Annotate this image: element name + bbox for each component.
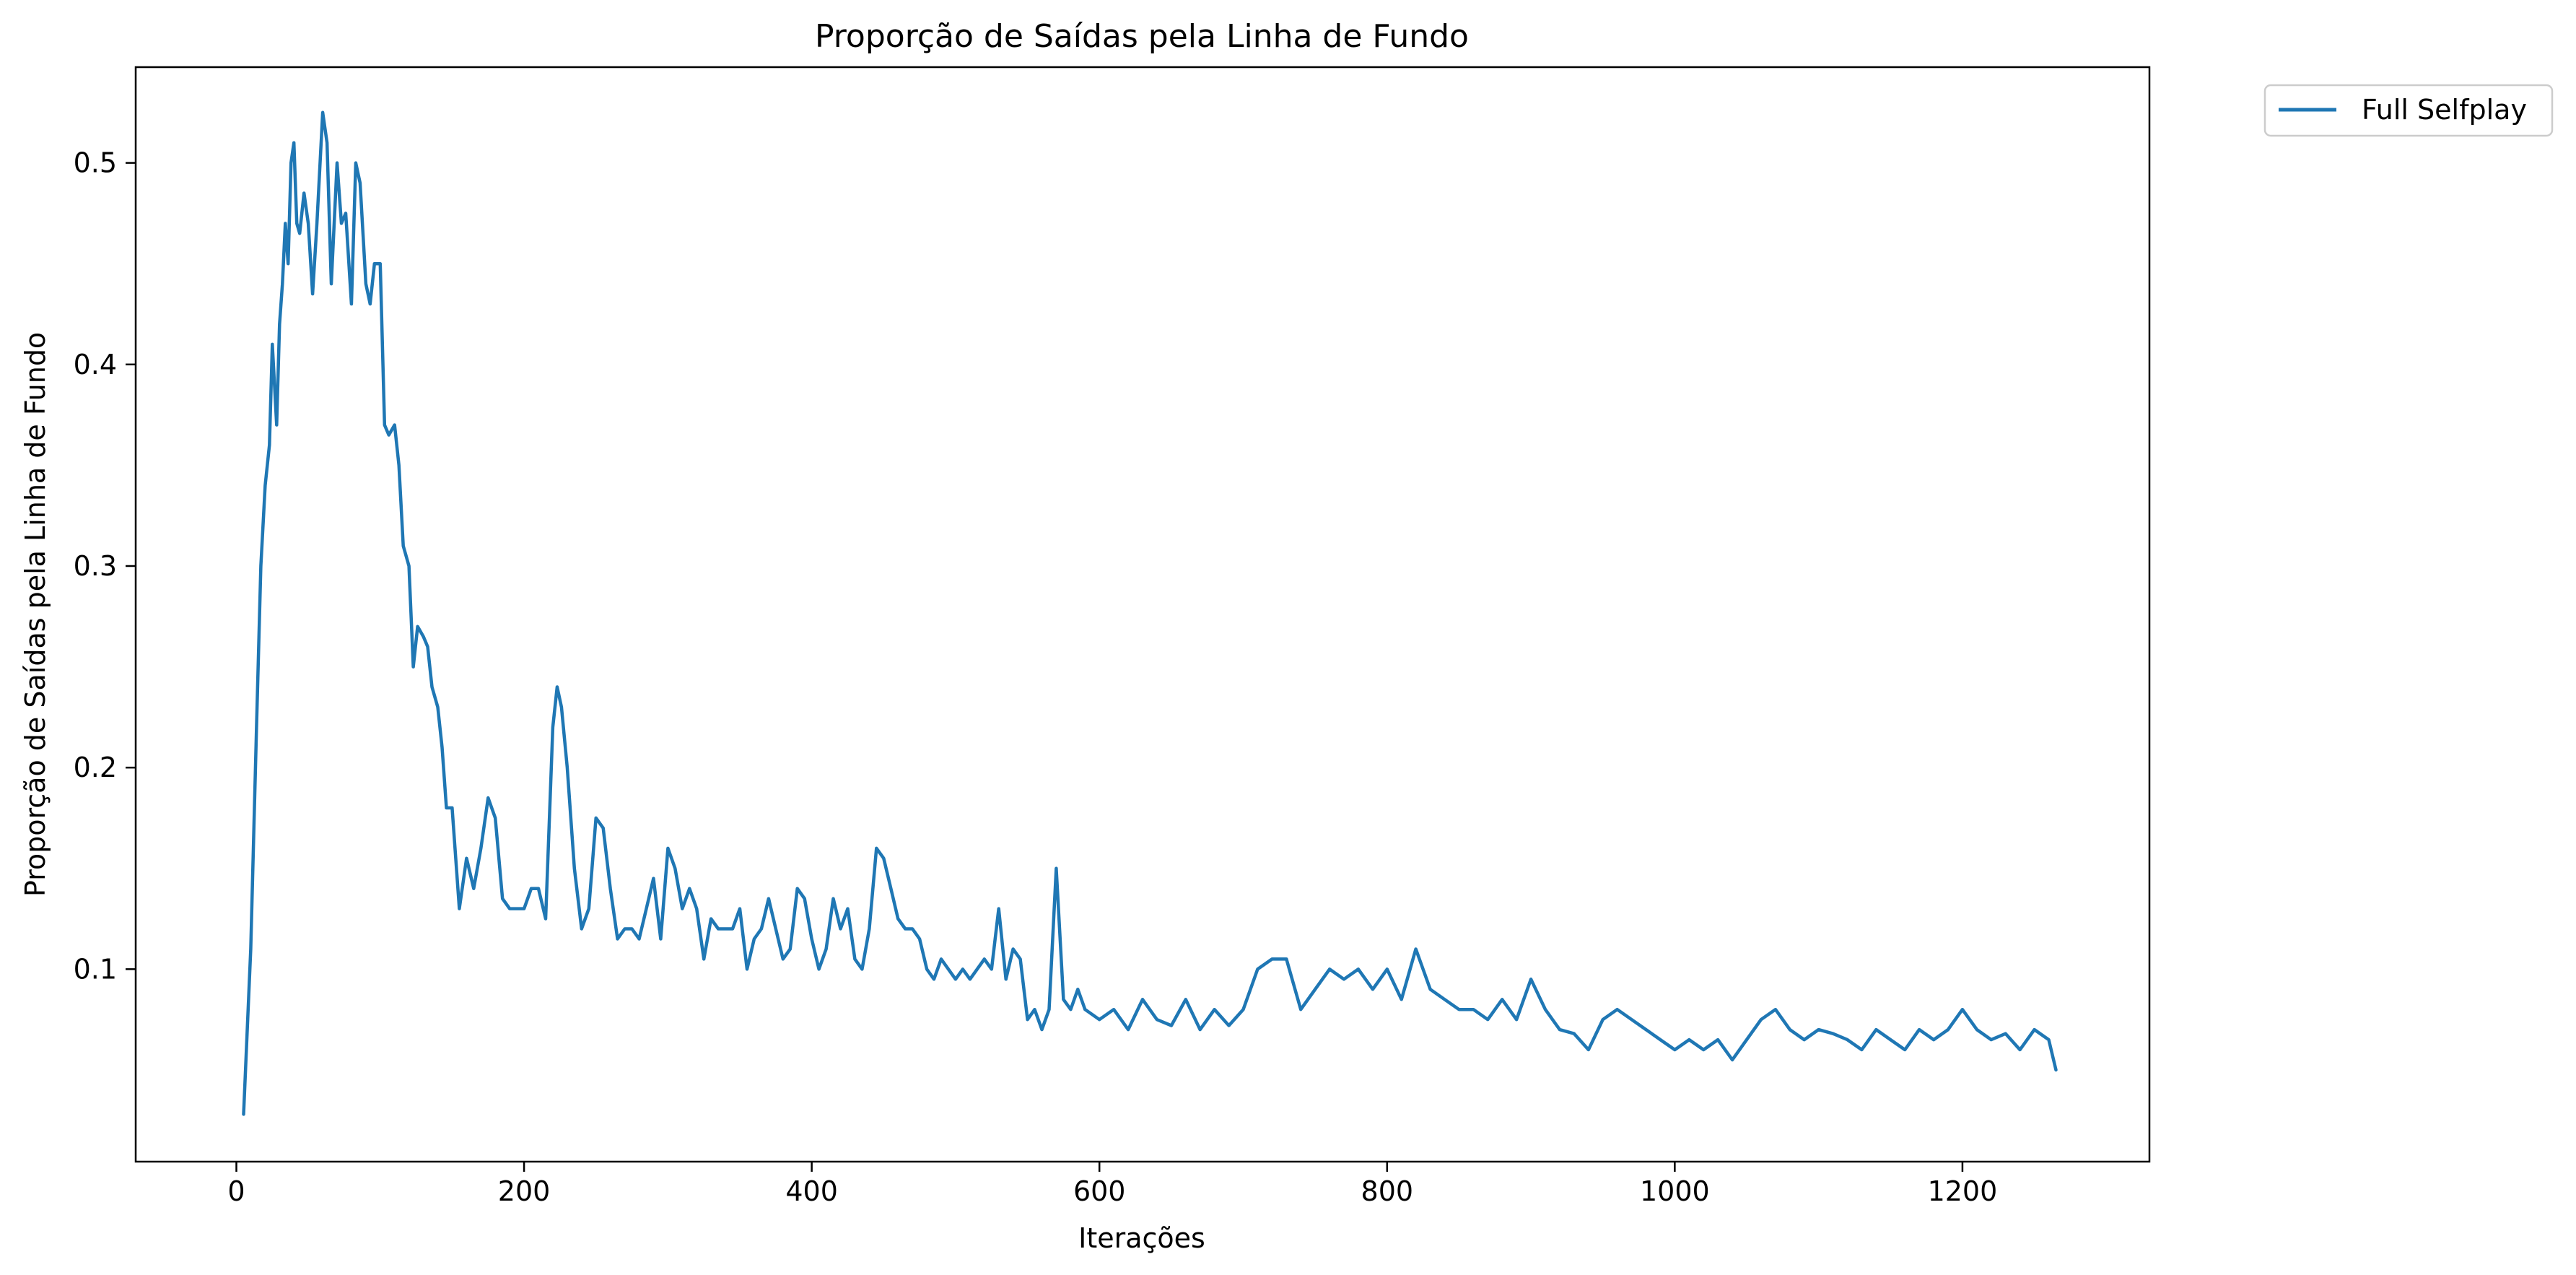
x-tick-label: 1200 xyxy=(1928,1175,1998,1207)
plot-area xyxy=(134,66,2151,1163)
legend-box xyxy=(2263,84,2554,137)
y-tick-label: 0.2 xyxy=(74,752,117,783)
x-tick-label: 800 xyxy=(1361,1175,1414,1207)
series-layer xyxy=(242,110,2058,1116)
axes-frame xyxy=(134,66,2151,1163)
x-tick-label: 400 xyxy=(785,1175,838,1207)
x-tick-label: 600 xyxy=(1073,1175,1126,1207)
legend-label-full-selfplay: Full Selfplay xyxy=(2362,94,2527,126)
x-tick-label: 1000 xyxy=(1640,1175,1710,1207)
x-tick-label: 0 xyxy=(227,1175,245,1207)
chart-title: Proporção de Saídas pela Linha de Fundo xyxy=(815,18,1469,55)
y-tick-label: 0.5 xyxy=(74,147,117,179)
x-axis: 0 200 400 600 800 1000 1200 xyxy=(227,1162,1997,1207)
legend: Full Selfplay xyxy=(2263,84,2554,137)
y-tick-label: 0.3 xyxy=(74,550,117,582)
y-tick-label: 0.4 xyxy=(74,349,117,380)
x-axis-label: Iterações xyxy=(1078,1222,1205,1254)
y-axis-label: Proporção de Saídas pela Linha de Fundo xyxy=(19,332,51,897)
y-tick-label: 0.1 xyxy=(74,953,117,985)
series-line-full-selfplay xyxy=(242,110,2058,1116)
x-tick-label: 200 xyxy=(498,1175,551,1207)
y-axis: 0.1 0.2 0.3 0.4 0.5 xyxy=(74,147,136,985)
